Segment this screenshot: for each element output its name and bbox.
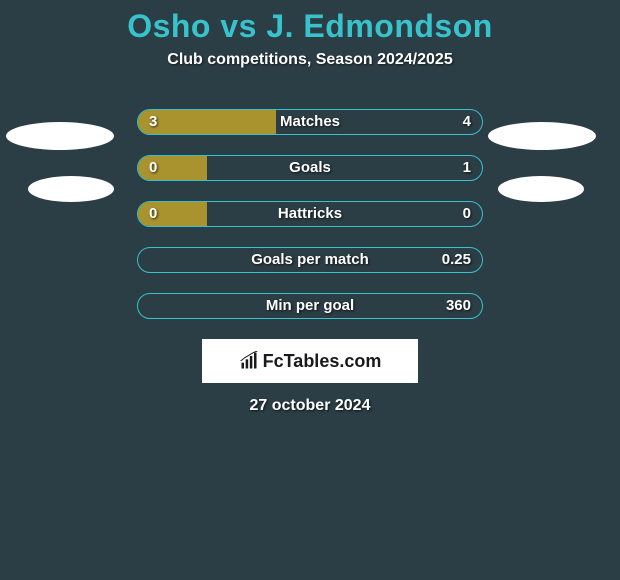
value-right: 4	[463, 109, 471, 135]
metric-row: 3 Matches 4	[137, 109, 483, 135]
metric-row: 0 Hattricks 0	[137, 201, 483, 227]
decor-ellipse	[28, 176, 114, 202]
value-right: 0.25	[442, 247, 471, 273]
metric-row: Goals per match 0.25	[137, 247, 483, 273]
decor-ellipse	[6, 122, 114, 150]
value-right: 0	[463, 201, 471, 227]
subtitle: Club competitions, Season 2024/2025	[0, 51, 620, 69]
metric-label: Matches	[137, 109, 483, 135]
logo-text: FcTables.com	[263, 351, 382, 372]
page-title: Osho vs J. Edmondson	[0, 0, 620, 45]
metric-row: 0 Goals 1	[137, 155, 483, 181]
chart-icon	[239, 351, 259, 371]
metric-label: Goals	[137, 155, 483, 181]
fctables-logo: FcTables.com	[202, 339, 418, 383]
metric-label: Goals per match	[137, 247, 483, 273]
decor-ellipse	[498, 176, 584, 202]
value-right: 1	[463, 155, 471, 181]
metric-label: Min per goal	[137, 293, 483, 319]
metric-row: Min per goal 360	[137, 293, 483, 319]
value-right: 360	[446, 293, 471, 319]
metric-label: Hattricks	[137, 201, 483, 227]
decor-ellipse	[488, 122, 596, 150]
date-label: 27 october 2024	[0, 397, 620, 415]
comparison-chart: 3 Matches 4 0 Goals 1 0 Hattricks 0 Goal…	[0, 109, 620, 415]
